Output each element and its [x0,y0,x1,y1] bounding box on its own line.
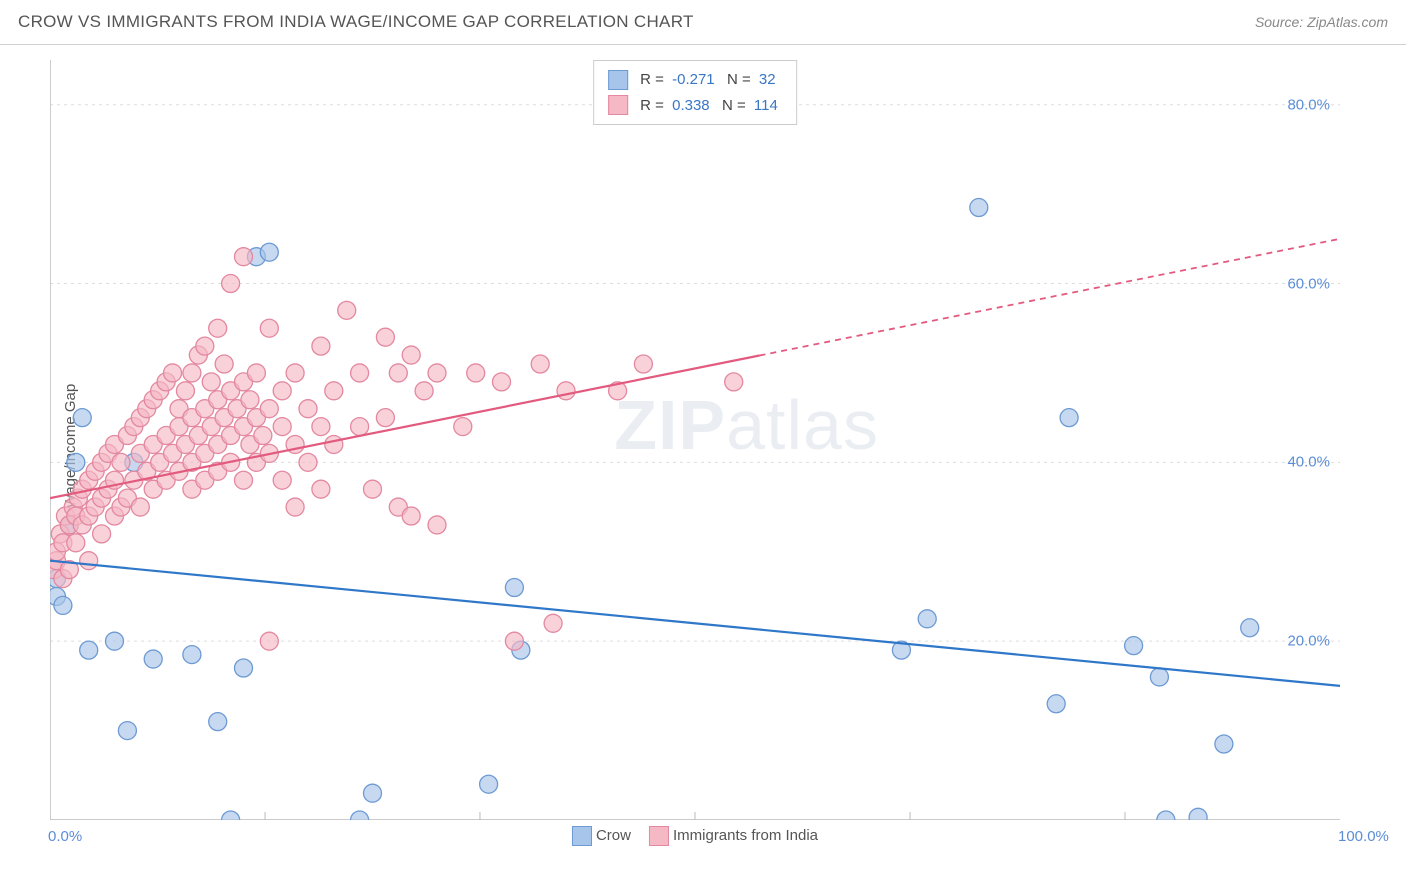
correlation-legend: R = -0.271 N = 32R = 0.338 N = 114 [593,60,797,125]
legend-stat-row: R = -0.271 N = 32 [608,67,782,93]
legend-swatch [572,826,592,846]
legend-swatch [649,826,669,846]
legend-series-item: Immigrants from India [649,826,818,846]
y-tick-label: 20.0% [1287,633,1330,650]
source-attribution: Source: ZipAtlas.com [1255,14,1388,30]
x-tick-label: 100.0% [1338,828,1389,845]
y-tick-label: 60.0% [1287,275,1330,292]
chart-plot-area: ZIPatlas R = -0.271 N = 32R = 0.338 N = … [50,60,1340,820]
legend-series-label: Immigrants from India [673,827,818,844]
legend-swatch [608,70,628,90]
source-label: Source: [1255,14,1307,30]
source-name: ZipAtlas.com [1307,14,1388,30]
legend-swatch [608,95,628,115]
series-legend: Crow Immigrants from India [572,826,818,846]
legend-series-item: Crow [572,826,631,846]
y-tick-label: 80.0% [1287,96,1330,113]
chart-title: CROW VS IMMIGRANTS FROM INDIA WAGE/INCOM… [18,12,694,32]
y-tick-label: 40.0% [1287,454,1330,471]
legend-series-label: Crow [596,827,631,844]
legend-stat-row: R = 0.338 N = 114 [608,93,782,119]
chart-header: CROW VS IMMIGRANTS FROM INDIA WAGE/INCOM… [0,0,1406,45]
scatter-plot-svg [50,60,1340,820]
x-tick-label: 0.0% [48,828,82,845]
